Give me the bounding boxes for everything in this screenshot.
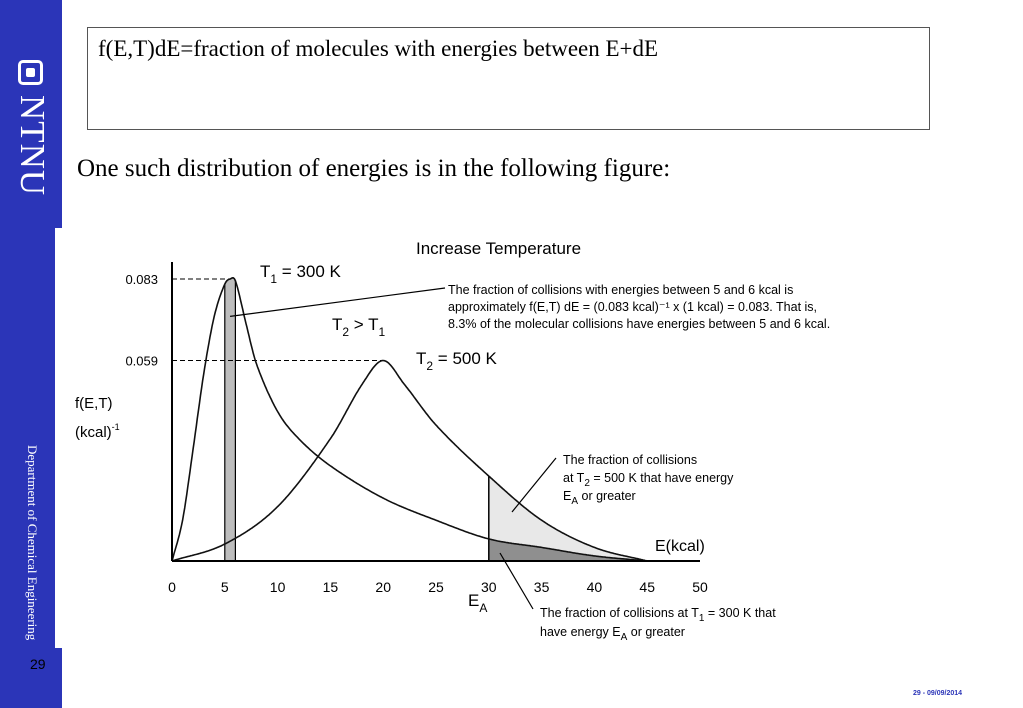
x-tick-label: 15 bbox=[323, 579, 339, 595]
ntnu-logo-icon bbox=[18, 60, 43, 85]
annotation-bottom-line1: The fraction of collisions at T1 = 300 K… bbox=[540, 606, 776, 624]
middle-line3-pre: E bbox=[563, 489, 571, 503]
definition-text: f(E,T)dE=fraction of molecules with ener… bbox=[98, 36, 659, 61]
series-line-t2 bbox=[171, 359, 648, 562]
x-tick-label: 25 bbox=[428, 579, 444, 595]
x-tick-label: 30 bbox=[481, 579, 497, 595]
y-axis-label-unit: (kcal) bbox=[75, 424, 112, 441]
page-number: 29 bbox=[30, 656, 46, 672]
t2-tail-area bbox=[488, 476, 648, 561]
compare-a: T bbox=[332, 315, 342, 334]
callout-middle bbox=[511, 457, 557, 513]
x-tick-label: 10 bbox=[270, 579, 286, 595]
t2-symbol: T bbox=[416, 349, 426, 368]
chart-title: Increase Temperature bbox=[416, 239, 581, 258]
x-axis-label: E(kcal) bbox=[655, 538, 705, 555]
bottom-line2-pre: have energy E bbox=[540, 625, 621, 639]
middle-line2-sub: 2 bbox=[584, 478, 590, 489]
t1-tail-area bbox=[488, 538, 648, 561]
definition-box: f(E,T)dE=fraction of molecules with ener… bbox=[87, 27, 930, 130]
series-line-t1 bbox=[171, 276, 648, 562]
y-axis-label-exponent: -1 bbox=[112, 422, 120, 432]
middle-line3-post: or greater bbox=[578, 489, 636, 503]
annotation-middle-line2: at T2 = 500 K that have energy bbox=[563, 471, 734, 489]
t1-subscript: 1 bbox=[270, 272, 277, 286]
middle-line3-sub: A bbox=[571, 496, 578, 507]
sidebar: NTNU Department of Chemical Engineering bbox=[0, 0, 62, 708]
annotation-top-line1: The fraction of collisions with energies… bbox=[448, 283, 793, 297]
callout-bottom bbox=[499, 552, 534, 610]
middle-line2-post: = 500 K that have energy bbox=[590, 471, 734, 485]
footer-date: 29 - 09/09/2014 bbox=[913, 690, 963, 697]
x-tick-label: 0 bbox=[168, 579, 176, 595]
annotation-middle-line1: The fraction of collisions bbox=[563, 453, 697, 467]
y-axis-label-line2: (kcal)-1 bbox=[75, 422, 120, 441]
x-tick-label: 45 bbox=[639, 579, 655, 595]
x-tick-label: 35 bbox=[534, 579, 550, 595]
t1-bar-5-6-kcal bbox=[224, 277, 236, 562]
t2-subscript: 2 bbox=[426, 359, 433, 373]
t1-value: = 300 K bbox=[277, 262, 341, 281]
t2-value: = 500 K bbox=[433, 349, 497, 368]
callout-top bbox=[230, 287, 446, 317]
compare-mid: > T bbox=[349, 315, 378, 334]
bottom-line1-pre: The fraction of collisions at T bbox=[540, 606, 699, 620]
x-tick-label: 50 bbox=[692, 579, 708, 595]
x-tick-label: 5 bbox=[221, 579, 229, 595]
bottom-line2-sub: A bbox=[621, 632, 628, 643]
t2-greater-t1-label: T2 > T1 bbox=[332, 315, 386, 339]
annotation-top-line3: 8.3% of the molecular collisions have en… bbox=[448, 317, 830, 331]
sidebar-notch bbox=[55, 228, 62, 648]
annotation-bottom-line2: have energy EA or greater bbox=[540, 625, 685, 643]
t1-label: T1 = 300 K bbox=[260, 262, 342, 286]
ea-subscript: A bbox=[479, 601, 487, 615]
ea-symbol: E bbox=[468, 591, 479, 610]
department-label: Department of Chemical Engineering bbox=[25, 445, 40, 641]
activation-energy-label: EA bbox=[468, 591, 487, 615]
y-tick-label: 0.059 bbox=[125, 354, 158, 369]
bottom-line1-post: = 300 K that bbox=[704, 606, 776, 620]
y-axis-label-line1: f(E,T) bbox=[75, 395, 113, 412]
annotation-top-line2: approximately f(E,T) dE = (0.083 kcal)⁻¹… bbox=[448, 300, 817, 314]
bottom-line2-post: or greater bbox=[627, 625, 685, 639]
t2-label: T2 = 500 K bbox=[416, 349, 498, 373]
x-tick-label: 20 bbox=[375, 579, 391, 595]
intro-text: One such distribution of energies is in … bbox=[77, 155, 671, 182]
t1-symbol: T bbox=[260, 262, 270, 281]
bottom-line1-sub: 1 bbox=[699, 613, 705, 624]
compare-a-sub: 2 bbox=[342, 325, 349, 339]
middle-line2-pre: at T bbox=[563, 471, 585, 485]
brand-name: NTNU bbox=[13, 95, 52, 197]
x-tick-label: 40 bbox=[587, 579, 603, 595]
annotation-middle-line3: EA or greater bbox=[563, 489, 636, 507]
y-tick-label: 0.083 bbox=[125, 272, 158, 287]
compare-b-sub: 1 bbox=[379, 325, 386, 339]
